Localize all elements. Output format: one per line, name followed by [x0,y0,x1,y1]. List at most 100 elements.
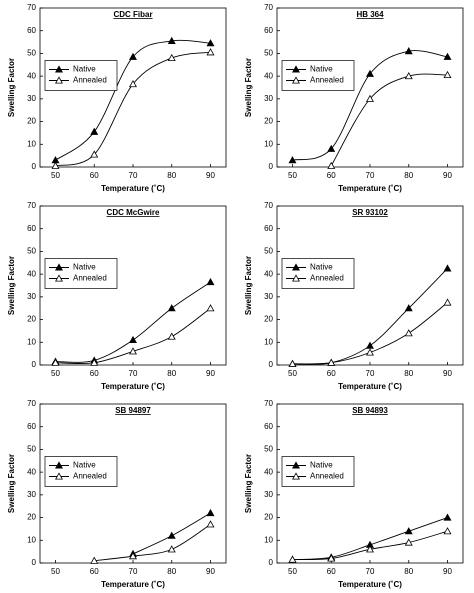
legend-label: Annealed [73,472,107,481]
x-tick-label: 80 [404,567,413,576]
legend-label: Native [73,461,96,470]
y-tick-label: 70 [27,201,36,210]
data-point [167,332,176,340]
data-point [327,554,336,562]
panel: 0 10 20 30 40 50 60 70 50 60 70 80 90 CDC Fibar Temper… [7,3,227,193]
y-tick-label: 60 [27,422,36,431]
panel-title: SB 94897 [115,406,151,415]
legend-label: Native [73,65,96,74]
y-tick-label: 20 [27,117,36,126]
data-point [327,358,336,366]
legend-box [44,456,118,487]
legend-marker [55,76,63,84]
data-point [288,555,297,563]
y-tick-label: 60 [27,26,36,35]
legend-box [281,456,355,487]
panel-title: SB 94893 [352,406,388,415]
x-axis-label: Temperature (˚C) [101,184,165,193]
data-point [443,298,452,306]
x-tick-label: 90 [443,369,452,378]
legend-label: Native [73,263,96,272]
x-tick-label: 70 [366,567,375,576]
y-tick-label: 0 [32,558,37,567]
legend-marker [55,472,63,480]
x-tick-label: 50 [51,567,60,576]
data-point [288,359,297,367]
y-tick-label: 40 [27,71,36,80]
data-point [443,52,452,60]
x-tick-label: 50 [51,369,60,378]
panel: 0 10 20 30 40 50 60 70 50 60 70 80 90 SR 93102 Tempera… [244,201,464,391]
data-point [206,277,215,286]
data-point [327,144,336,152]
y-tick-label: 50 [264,247,273,256]
data-point [129,552,137,560]
panel: 0 10 20 30 40 50 60 70 50 60 70 80 90 HB 364 Temperatu… [244,3,464,193]
panel: 0 10 20 30 40 50 60 70 50 60 70 80 90 CDC McGwire Temp… [7,201,227,391]
data-point [366,348,374,356]
data-point [404,527,413,535]
y-tick-label: 30 [27,292,36,301]
y-tick-label: 20 [264,513,273,522]
data-point [443,70,452,79]
y-tick-label: 10 [264,139,273,148]
y-axis-label: Swelling Factor [244,454,253,513]
y-tick-label: 50 [27,445,36,454]
data-point [366,94,374,102]
y-tick-label: 70 [27,3,36,12]
x-tick-label: 50 [288,369,297,378]
y-tick-label: 40 [264,269,273,278]
x-tick-label: 80 [167,171,176,180]
data-point [167,531,176,539]
data-point [404,72,413,80]
data-point [51,358,60,366]
y-tick-label: 0 [269,558,274,567]
data-point [206,520,215,528]
y-tick-label: 30 [264,490,273,499]
y-tick-label: 60 [27,224,36,233]
y-tick-label: 30 [264,94,273,103]
data-point [90,358,99,366]
y-tick-label: 50 [264,49,273,58]
y-tick-label: 40 [264,71,273,80]
data-point [129,335,137,344]
y-tick-label: 10 [264,535,273,544]
y-tick-label: 40 [27,269,36,278]
x-axis-label: Temperature (˚C) [101,382,165,391]
data-point [90,127,99,135]
data-point [443,264,452,272]
y-tick-label: 10 [27,337,36,346]
y-tick-label: 20 [27,315,36,324]
y-tick-label: 70 [264,399,273,408]
y-tick-label: 70 [264,3,273,12]
x-tick-label: 80 [404,369,413,378]
legend-marker [292,65,300,73]
data-point [167,53,176,62]
y-tick-label: 20 [264,315,273,324]
data-point [167,545,176,553]
x-tick-label: 80 [167,567,176,576]
y-tick-label: 60 [264,26,273,35]
legend-marker [55,263,63,271]
x-tick-label: 90 [443,567,452,576]
data-point [443,527,452,535]
x-tick-label: 70 [129,567,138,576]
data-point [327,161,336,169]
y-axis-label: Swelling Factor [244,58,253,117]
legend-label: Annealed [310,76,344,85]
y-tick-label: 70 [264,201,273,210]
y-tick-label: 40 [27,467,36,476]
legend-box [44,258,118,289]
x-tick-label: 60 [327,369,336,378]
panel: 0 10 20 30 40 50 60 70 50 60 70 80 90 SB 94897 Tempera… [7,399,227,589]
data-point [366,545,374,553]
data-point [206,48,215,56]
x-tick-label: 70 [366,369,375,378]
y-axis-label: Swelling Factor [7,454,16,513]
legend-marker [292,472,300,480]
data-point [129,347,137,355]
legend-label: Native [310,461,333,470]
y-tick-label: 50 [264,445,273,454]
